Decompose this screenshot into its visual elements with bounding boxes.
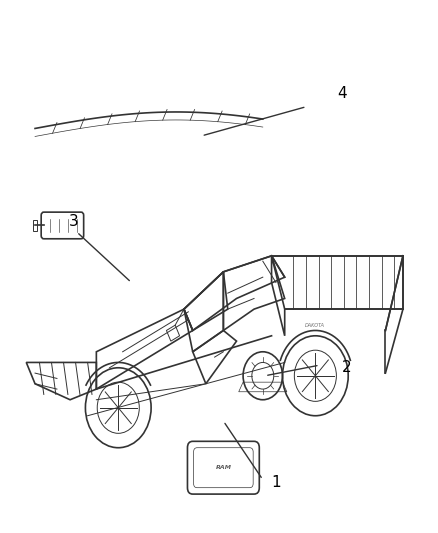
Text: 4: 4 xyxy=(337,86,347,101)
Text: RAM: RAM xyxy=(215,465,231,470)
Text: 3: 3 xyxy=(69,214,79,229)
Text: 2: 2 xyxy=(342,360,351,375)
Text: DAKOTA: DAKOTA xyxy=(305,322,325,328)
Text: 1: 1 xyxy=(272,475,281,490)
